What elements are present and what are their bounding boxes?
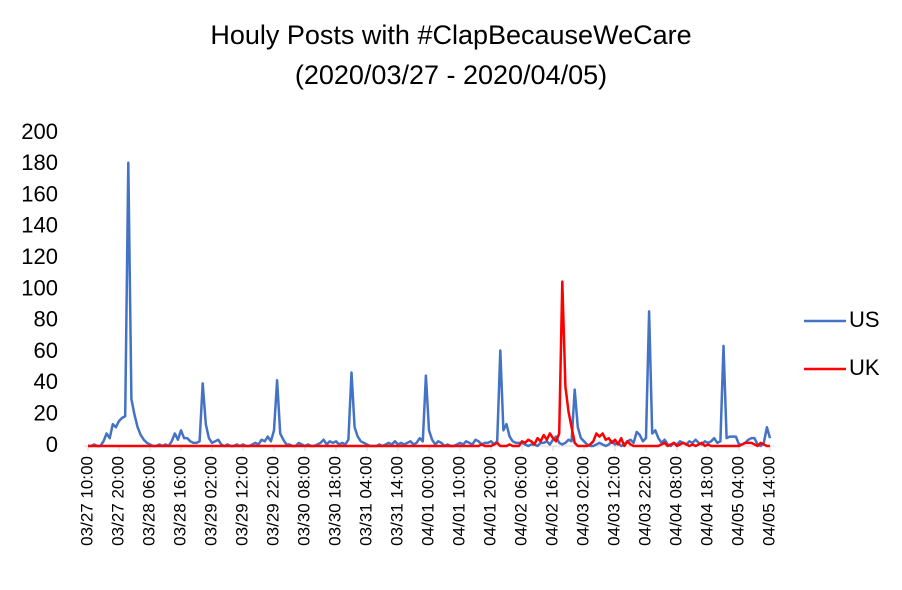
x-tick-label: 04/01 20:00 [480, 456, 499, 546]
x-tick-label: 04/03 22:00 [635, 456, 654, 546]
x-tick-label: 03/27 20:00 [108, 456, 127, 546]
x-tick-label: 03/29 12:00 [232, 456, 251, 546]
y-tick-label: 200 [21, 119, 58, 144]
y-tick-label: 40 [34, 369, 58, 394]
y-tick-label: 100 [21, 275, 58, 300]
y-tick-label: 80 [34, 307, 58, 332]
y-tick-label: 0 [46, 432, 58, 457]
x-tick-label: 03/29 02:00 [201, 456, 220, 546]
x-tick-label: 04/01 00:00 [418, 456, 437, 546]
x-tick-label: 03/31 04:00 [356, 456, 375, 546]
chart-title: Houly Posts with #ClapBecauseWeCare [210, 20, 691, 50]
x-tick-label: 03/28 06:00 [139, 456, 158, 546]
x-tick-label: 04/03 02:00 [573, 456, 592, 546]
data-line [88, 161, 772, 448]
x-tick-label: 04/02 16:00 [542, 456, 561, 546]
x-tick-label: 04/05 14:00 [759, 456, 778, 546]
chart-subtitle: (2020/03/27 - 2020/04/05) [295, 60, 607, 90]
legend-label: UK [849, 355, 880, 380]
x-tick-label: 03/30 08:00 [294, 456, 313, 546]
x-tick-label: 04/03 12:00 [604, 456, 623, 546]
y-tick-label: 180 [21, 150, 58, 175]
x-tick-label: 03/30 18:00 [325, 456, 344, 546]
x-tick-label: 03/27 10:00 [77, 456, 96, 546]
y-tick-label: 20 [34, 401, 58, 426]
x-tick-label: 03/31 14:00 [387, 456, 406, 546]
data-line [88, 280, 770, 448]
x-tick-label: 04/04 18:00 [697, 456, 716, 546]
x-tick-label: 04/01 10:00 [449, 456, 468, 546]
y-tick-label: 60 [34, 338, 58, 363]
y-tick-label: 140 [21, 213, 58, 238]
x-tick-label: 04/04 08:00 [666, 456, 685, 546]
x-tick-label: 04/05 04:00 [728, 456, 747, 546]
y-tick-label: 120 [21, 244, 58, 269]
y-tick-label: 160 [21, 181, 58, 206]
x-tick-label: 04/02 06:00 [511, 456, 530, 546]
legend-label: US [849, 307, 880, 332]
x-tick-label: 03/29 22:00 [263, 456, 282, 546]
x-tick-label: 03/28 16:00 [170, 456, 189, 546]
